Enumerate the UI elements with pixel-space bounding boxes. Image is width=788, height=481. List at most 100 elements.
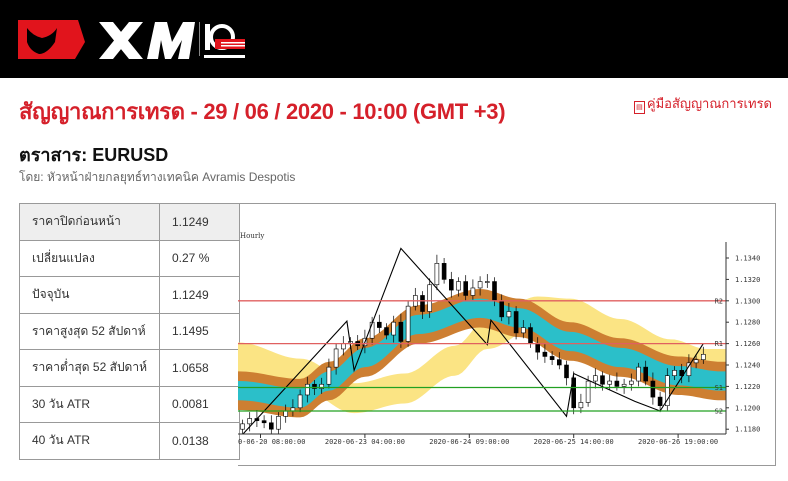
stat-value: 1.1249 xyxy=(159,203,240,241)
y-tick-label: 1.1340 xyxy=(735,255,760,263)
candle-body xyxy=(405,305,411,342)
candle-body xyxy=(614,380,620,387)
candle-body xyxy=(700,354,706,360)
x-tick-label: 0-06-20 08:00:00 xyxy=(238,438,305,446)
stat-value: 0.27 % xyxy=(159,239,240,277)
candle-body xyxy=(513,311,519,334)
candle-body xyxy=(535,343,541,353)
instrument-heading: ตราสาร: EURUSD xyxy=(19,145,169,165)
stat-value: 1.1495 xyxy=(159,312,240,350)
y-tick-label: 1.1320 xyxy=(735,276,760,284)
candle-body xyxy=(305,383,310,396)
candle-body xyxy=(585,380,591,403)
candle-body xyxy=(672,370,677,377)
stat-label: ปัจจุบัน xyxy=(19,276,160,314)
candle-body xyxy=(621,383,627,387)
candle-body xyxy=(297,394,303,409)
candle-body xyxy=(312,383,317,389)
candle-body xyxy=(578,402,584,409)
candle-body xyxy=(268,422,274,430)
stats-row: 30 วัน ATR 0.0081 xyxy=(19,385,240,423)
x-tick-label: 2020-06-26 19:00:00 xyxy=(638,438,718,446)
level-label-r1: R1 xyxy=(715,340,723,348)
candle-body xyxy=(449,279,454,291)
x-tick-label: 2020-06-23 04:00:00 xyxy=(325,438,405,446)
candle-body xyxy=(456,281,461,291)
y-tick-label: 1.1280 xyxy=(735,319,760,327)
author-line: โดย: หัวหน้าฝ่ายกลยุทธ์ทางเทคนิค Avramis… xyxy=(19,170,296,184)
candle-body xyxy=(333,348,339,368)
candle-body xyxy=(657,396,663,406)
candle-body xyxy=(571,377,577,409)
stats-row: ราคาปิดก่อนหน้า 1.1249 xyxy=(19,203,240,241)
y-tick-label: 1.1180 xyxy=(735,426,760,434)
candle-body xyxy=(261,420,267,424)
stat-label: เปลี่ยนแปลง xyxy=(19,239,160,277)
candle-body xyxy=(384,327,389,336)
stat-label: ราคาปิดก่อนหน้า xyxy=(19,203,160,241)
stat-label: 30 วัน ATR xyxy=(19,385,160,423)
price-chart: R2 R1 S1 S2 1.1180 1.1200 1.1220 1.1240 1.1260 1.… xyxy=(238,203,776,466)
page-title: สัญญาณการเทรด - 29 / 06 / 2020 - 10:00 (… xyxy=(19,99,506,124)
candle-body xyxy=(283,410,289,417)
ma-inner-band xyxy=(238,298,726,408)
candle-body xyxy=(485,281,490,283)
stats-table: ราคาปิดก่อนหน้า 1.1249 เปลี่ยนแปลง 0.27 % ปั… xyxy=(19,203,240,460)
candle-body xyxy=(434,263,440,286)
x-tick-label: 2020-06-24 09:00:00 xyxy=(429,438,509,446)
plot-area xyxy=(238,247,726,434)
candle-body xyxy=(607,380,613,385)
stats-row: ราคาสูงสุด 52 สัปดาห์ 1.1495 xyxy=(19,312,240,350)
stat-value: 1.0658 xyxy=(159,349,240,387)
candle-body xyxy=(499,300,505,318)
y-tick-label: 1.1240 xyxy=(735,362,760,370)
candle-body xyxy=(420,295,425,312)
candle-body xyxy=(643,366,649,382)
stats-row: เปลี่ยนแปลง 0.27 % xyxy=(19,239,240,277)
stat-label: ราคาต่ำสุด 52 สัปดาห์ xyxy=(19,349,160,387)
candle-body xyxy=(247,418,252,425)
stat-value: 0.0081 xyxy=(159,385,240,423)
candle-body xyxy=(600,375,605,385)
x-tick-label: 2020-06-25 14:00:00 xyxy=(534,438,614,446)
candle-body xyxy=(492,281,497,302)
candle-body xyxy=(650,380,656,398)
candle-body xyxy=(463,281,468,296)
level-label-s2: S2 xyxy=(715,408,723,416)
candle-body xyxy=(549,356,555,360)
candle-body xyxy=(477,281,483,289)
y-tick-label: 1.1300 xyxy=(735,297,760,305)
candle-body xyxy=(441,263,447,280)
candle-body xyxy=(520,327,526,334)
candle-body xyxy=(542,351,548,357)
candle-body xyxy=(427,284,432,312)
candle-body xyxy=(679,370,685,377)
xm-logo[interactable] xyxy=(15,14,245,64)
chart-svg: R2 R1 S1 S2 1.1180 1.1200 1.1220 1.1240 1.1260 1.… xyxy=(238,232,760,446)
stat-label: ราคาสูงสุด 52 สัปดาห์ xyxy=(19,312,160,350)
top-bar xyxy=(0,0,788,78)
signals-guide-link[interactable]: ▤ คู่มือสัญญาณการเทรด xyxy=(633,93,772,114)
zigzag-line xyxy=(242,247,704,434)
candle-body xyxy=(693,359,699,364)
y-tick-label: 1.1220 xyxy=(735,383,760,391)
candle-body xyxy=(276,416,281,430)
shifted-ma-band xyxy=(238,296,726,414)
y-tick-label: 1.1260 xyxy=(735,340,760,348)
stat-value: 0.0138 xyxy=(159,422,240,460)
candle-body xyxy=(319,383,324,389)
candle-body xyxy=(636,366,641,382)
candle-body xyxy=(506,311,512,318)
candle-body xyxy=(391,321,396,336)
candle-body xyxy=(592,375,598,382)
stats-row: 40 วัน ATR 0.0138 xyxy=(19,422,240,460)
candle-body xyxy=(628,380,634,385)
stats-row: ปัจจุบัน 1.1249 xyxy=(19,276,240,314)
pdf-icon: ▤ xyxy=(633,101,645,114)
candle-body xyxy=(664,375,670,406)
candle-body xyxy=(341,343,346,350)
candle-body xyxy=(377,321,382,328)
guide-label: คู่มือสัญญาณการเทรด xyxy=(646,96,772,111)
candle-body xyxy=(470,287,476,296)
timeframe-label: Hourly xyxy=(240,232,264,240)
